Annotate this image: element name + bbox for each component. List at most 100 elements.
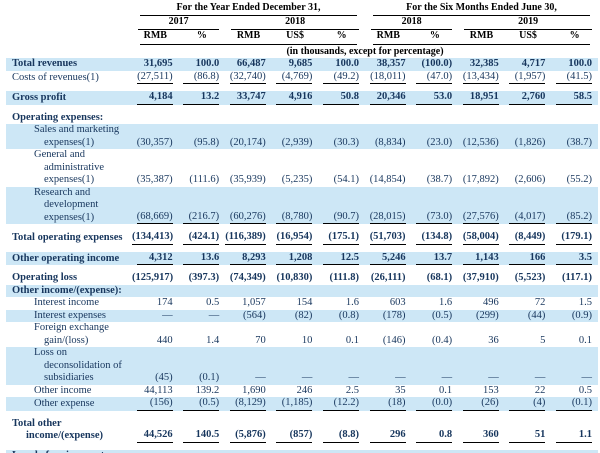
- value-text: 100.0: [568, 58, 592, 69]
- table-row: Costs of revenues(1) (27,511) (86.8) (32,74…: [6, 71, 598, 84]
- value-cell: (5,472): [505, 450, 552, 453]
- value-cell: 2.5: [318, 385, 365, 398]
- value-cell: [458, 112, 505, 125]
- value-cell: 0.5: [551, 385, 598, 398]
- value-cell: (1,185): [272, 397, 319, 411]
- value-cell: 0.1: [551, 322, 598, 347]
- period-group-row: For the Year Ended December 31, For the …: [6, 2, 598, 16]
- value-text: (8,129): [229, 397, 266, 411]
- value-text: 33,747: [229, 91, 266, 105]
- value-text: 1.6: [439, 297, 453, 308]
- value-cell: 9,685: [272, 58, 319, 71]
- value-text: 139.2: [195, 384, 220, 396]
- value-cell: (82): [272, 310, 319, 323]
- value-text: 58.5: [556, 91, 592, 105]
- value-text: 5: [540, 334, 546, 346]
- value-text: (95.8): [193, 136, 220, 148]
- value-text: (125,917): [132, 272, 174, 283]
- value-text: (8.8): [322, 429, 359, 443]
- value-text: (0.0): [416, 397, 453, 411]
- value-text: —: [208, 309, 220, 321]
- value-cell: (85.2): [551, 187, 598, 224]
- value-text: (82): [294, 309, 313, 321]
- value-cell: (44): [505, 310, 552, 323]
- value-cell: (4,017): [505, 187, 552, 224]
- value-text: (41.5): [556, 71, 592, 84]
- value-cell: —: [132, 310, 179, 323]
- col-header: US$: [286, 30, 304, 41]
- value-cell: (35,387): [132, 149, 179, 187]
- row-label: Interest income: [34, 297, 100, 308]
- header-spacer: [6, 16, 132, 30]
- value-text: —: [441, 372, 453, 383]
- value-text: (86.8): [183, 71, 220, 84]
- value-text: 0.1: [439, 384, 453, 396]
- row-label: Total operating expenses: [12, 232, 123, 243]
- spacer-row: [6, 245, 598, 252]
- value-text: (4): [509, 397, 546, 411]
- col-header: RMB: [469, 30, 494, 41]
- value-text: (0.4): [432, 334, 453, 346]
- value-text: (68.1): [426, 272, 453, 283]
- value-cell: [365, 285, 412, 298]
- value-cell: (10,830): [272, 272, 319, 285]
- value-cell: (0.0): [412, 397, 459, 411]
- period-group-label: For the Six Months Ended June 30,: [372, 2, 590, 16]
- value-text: —: [581, 372, 593, 383]
- value-cell: 1.6: [318, 297, 365, 310]
- value-text: (397.3): [188, 272, 220, 283]
- header-rule: [132, 42, 365, 45]
- value-cell: 0.1: [318, 322, 365, 347]
- value-text: (424.1): [183, 231, 220, 245]
- value-text: 4,717: [521, 58, 546, 69]
- col-header: %: [429, 30, 440, 41]
- value-cell: 166: [505, 252, 552, 265]
- value-cell: 296: [365, 418, 412, 443]
- value-text: 9,685: [288, 58, 313, 69]
- row-label: Total other income/(expense): [12, 417, 103, 442]
- value-text: (38.7): [426, 174, 453, 185]
- value-cell: 153: [458, 385, 505, 398]
- value-text: (74,349): [229, 272, 266, 283]
- value-text: (32,740): [229, 71, 266, 84]
- table-row: Total revenues 31,695 100.0 66,487 9,685 100.…: [6, 58, 598, 71]
- value-text: 44,113: [144, 384, 173, 396]
- value-text: 440: [156, 334, 173, 346]
- value-cell: (27,511): [132, 71, 179, 84]
- value-cell: (16,954): [272, 231, 319, 245]
- header-spacer: [6, 2, 132, 16]
- value-cell: —: [458, 347, 505, 385]
- value-cell: (95.8): [179, 124, 226, 149]
- table-row: Sales and marketing expenses(1) (30,357) (…: [6, 124, 598, 149]
- value-text: (175.1): [322, 231, 359, 245]
- value-cell: 4,916: [272, 91, 319, 105]
- value-cell: (18,011): [365, 71, 412, 84]
- row-label: Operating loss: [12, 272, 78, 283]
- value-text: (299): [476, 309, 499, 321]
- table-row: Other operating income 4,312 13.6 8,293 1,20…: [6, 251, 598, 265]
- value-text: (5,523): [514, 272, 546, 283]
- header-rule-row: [6, 42, 598, 45]
- value-cell: (11,687): [272, 450, 319, 453]
- value-text: 2.5: [345, 384, 359, 396]
- value-cell: 2,760: [505, 91, 552, 105]
- value-text: (1,185): [276, 397, 313, 411]
- value-cell: 100.0: [551, 58, 598, 71]
- value-cell: [132, 112, 179, 125]
- value-cell: [179, 285, 226, 298]
- value-cell: 51: [505, 418, 552, 443]
- value-text: 603: [389, 297, 406, 308]
- value-cell: —: [179, 310, 226, 323]
- value-cell: (1,826): [505, 124, 552, 149]
- value-cell: (5,523): [505, 272, 552, 285]
- value-cell: —: [272, 347, 319, 385]
- currency-header-row: RMB % RMB US$ % RMB % RMB US$ %: [6, 30, 598, 42]
- value-cell: [365, 112, 412, 125]
- value-text: (10,830): [276, 272, 313, 283]
- value-text: 50.8: [322, 91, 359, 105]
- value-cell: 5: [505, 322, 552, 347]
- value-text: (18): [369, 397, 406, 411]
- value-cell: 18,951: [458, 91, 505, 105]
- value-cell: (20,174): [225, 124, 272, 149]
- period-group-year-ended: For the Year Ended December 31,: [132, 2, 365, 16]
